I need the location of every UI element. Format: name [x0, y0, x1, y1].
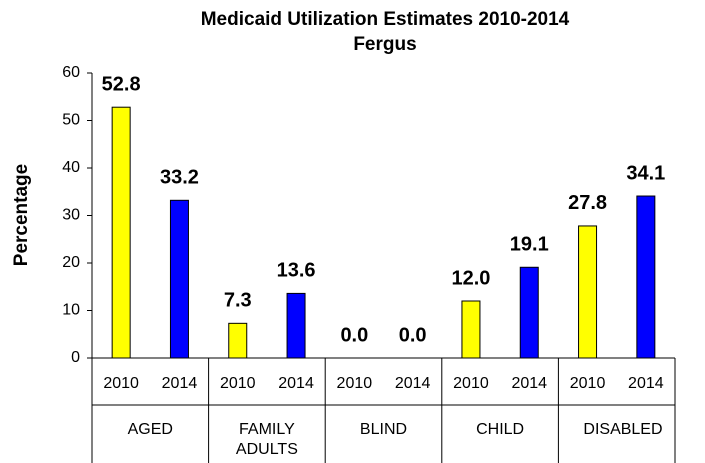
value-label: 33.2: [160, 167, 199, 189]
y-tick-label: 10: [62, 302, 80, 319]
value-label: 52.8: [102, 73, 141, 95]
x-tick-label: 2010: [220, 375, 256, 392]
bar: [578, 225, 598, 359]
group-label: BLIND: [359, 421, 408, 438]
value-label: 19.1: [510, 234, 549, 256]
bar: [519, 266, 539, 359]
bar: [111, 106, 131, 359]
value-label: 0.0: [399, 324, 427, 346]
chart-subtitle: Fergus: [353, 34, 416, 55]
group-label: AGED: [127, 421, 173, 438]
group-label: DISABLED: [583, 421, 663, 438]
y-tick-label: 0: [71, 349, 80, 366]
x-tick-label: 2010: [570, 375, 606, 392]
x-tick-label: 2014: [628, 375, 664, 392]
chart-title: Medicaid Utilization Estimates 2010-2014: [201, 9, 570, 30]
value-label: 7.3: [224, 290, 252, 312]
bar: [461, 300, 481, 359]
y-tick-label: 30: [62, 207, 80, 224]
bar: [636, 195, 656, 359]
group-label: FAMILY ADULTS: [235, 421, 298, 458]
bar: [286, 292, 306, 359]
y-tick-label: 20: [62, 254, 80, 271]
y-tick-label: 50: [62, 112, 80, 129]
y-axis-label: Percentage: [11, 164, 32, 266]
x-tick-label: 2010: [103, 375, 139, 392]
value-label: 0.0: [340, 324, 368, 346]
x-tick-label: 2014: [395, 375, 431, 392]
x-tick-label: 2014: [162, 375, 198, 392]
value-label: 13.6: [277, 260, 316, 282]
bar: [228, 322, 248, 359]
value-label: 12.0: [451, 267, 490, 289]
x-tick-label: 2014: [511, 375, 547, 392]
x-tick-label: 2010: [453, 375, 489, 392]
value-label: 27.8: [568, 192, 607, 214]
x-tick-label: 2010: [337, 375, 373, 392]
y-tick-label: 40: [62, 159, 80, 176]
y-tick-label: 60: [62, 64, 80, 81]
group-label: CHILD: [476, 421, 525, 438]
x-tick-label: 2014: [278, 375, 314, 392]
bar: [169, 199, 189, 359]
value-label: 34.1: [626, 162, 665, 184]
